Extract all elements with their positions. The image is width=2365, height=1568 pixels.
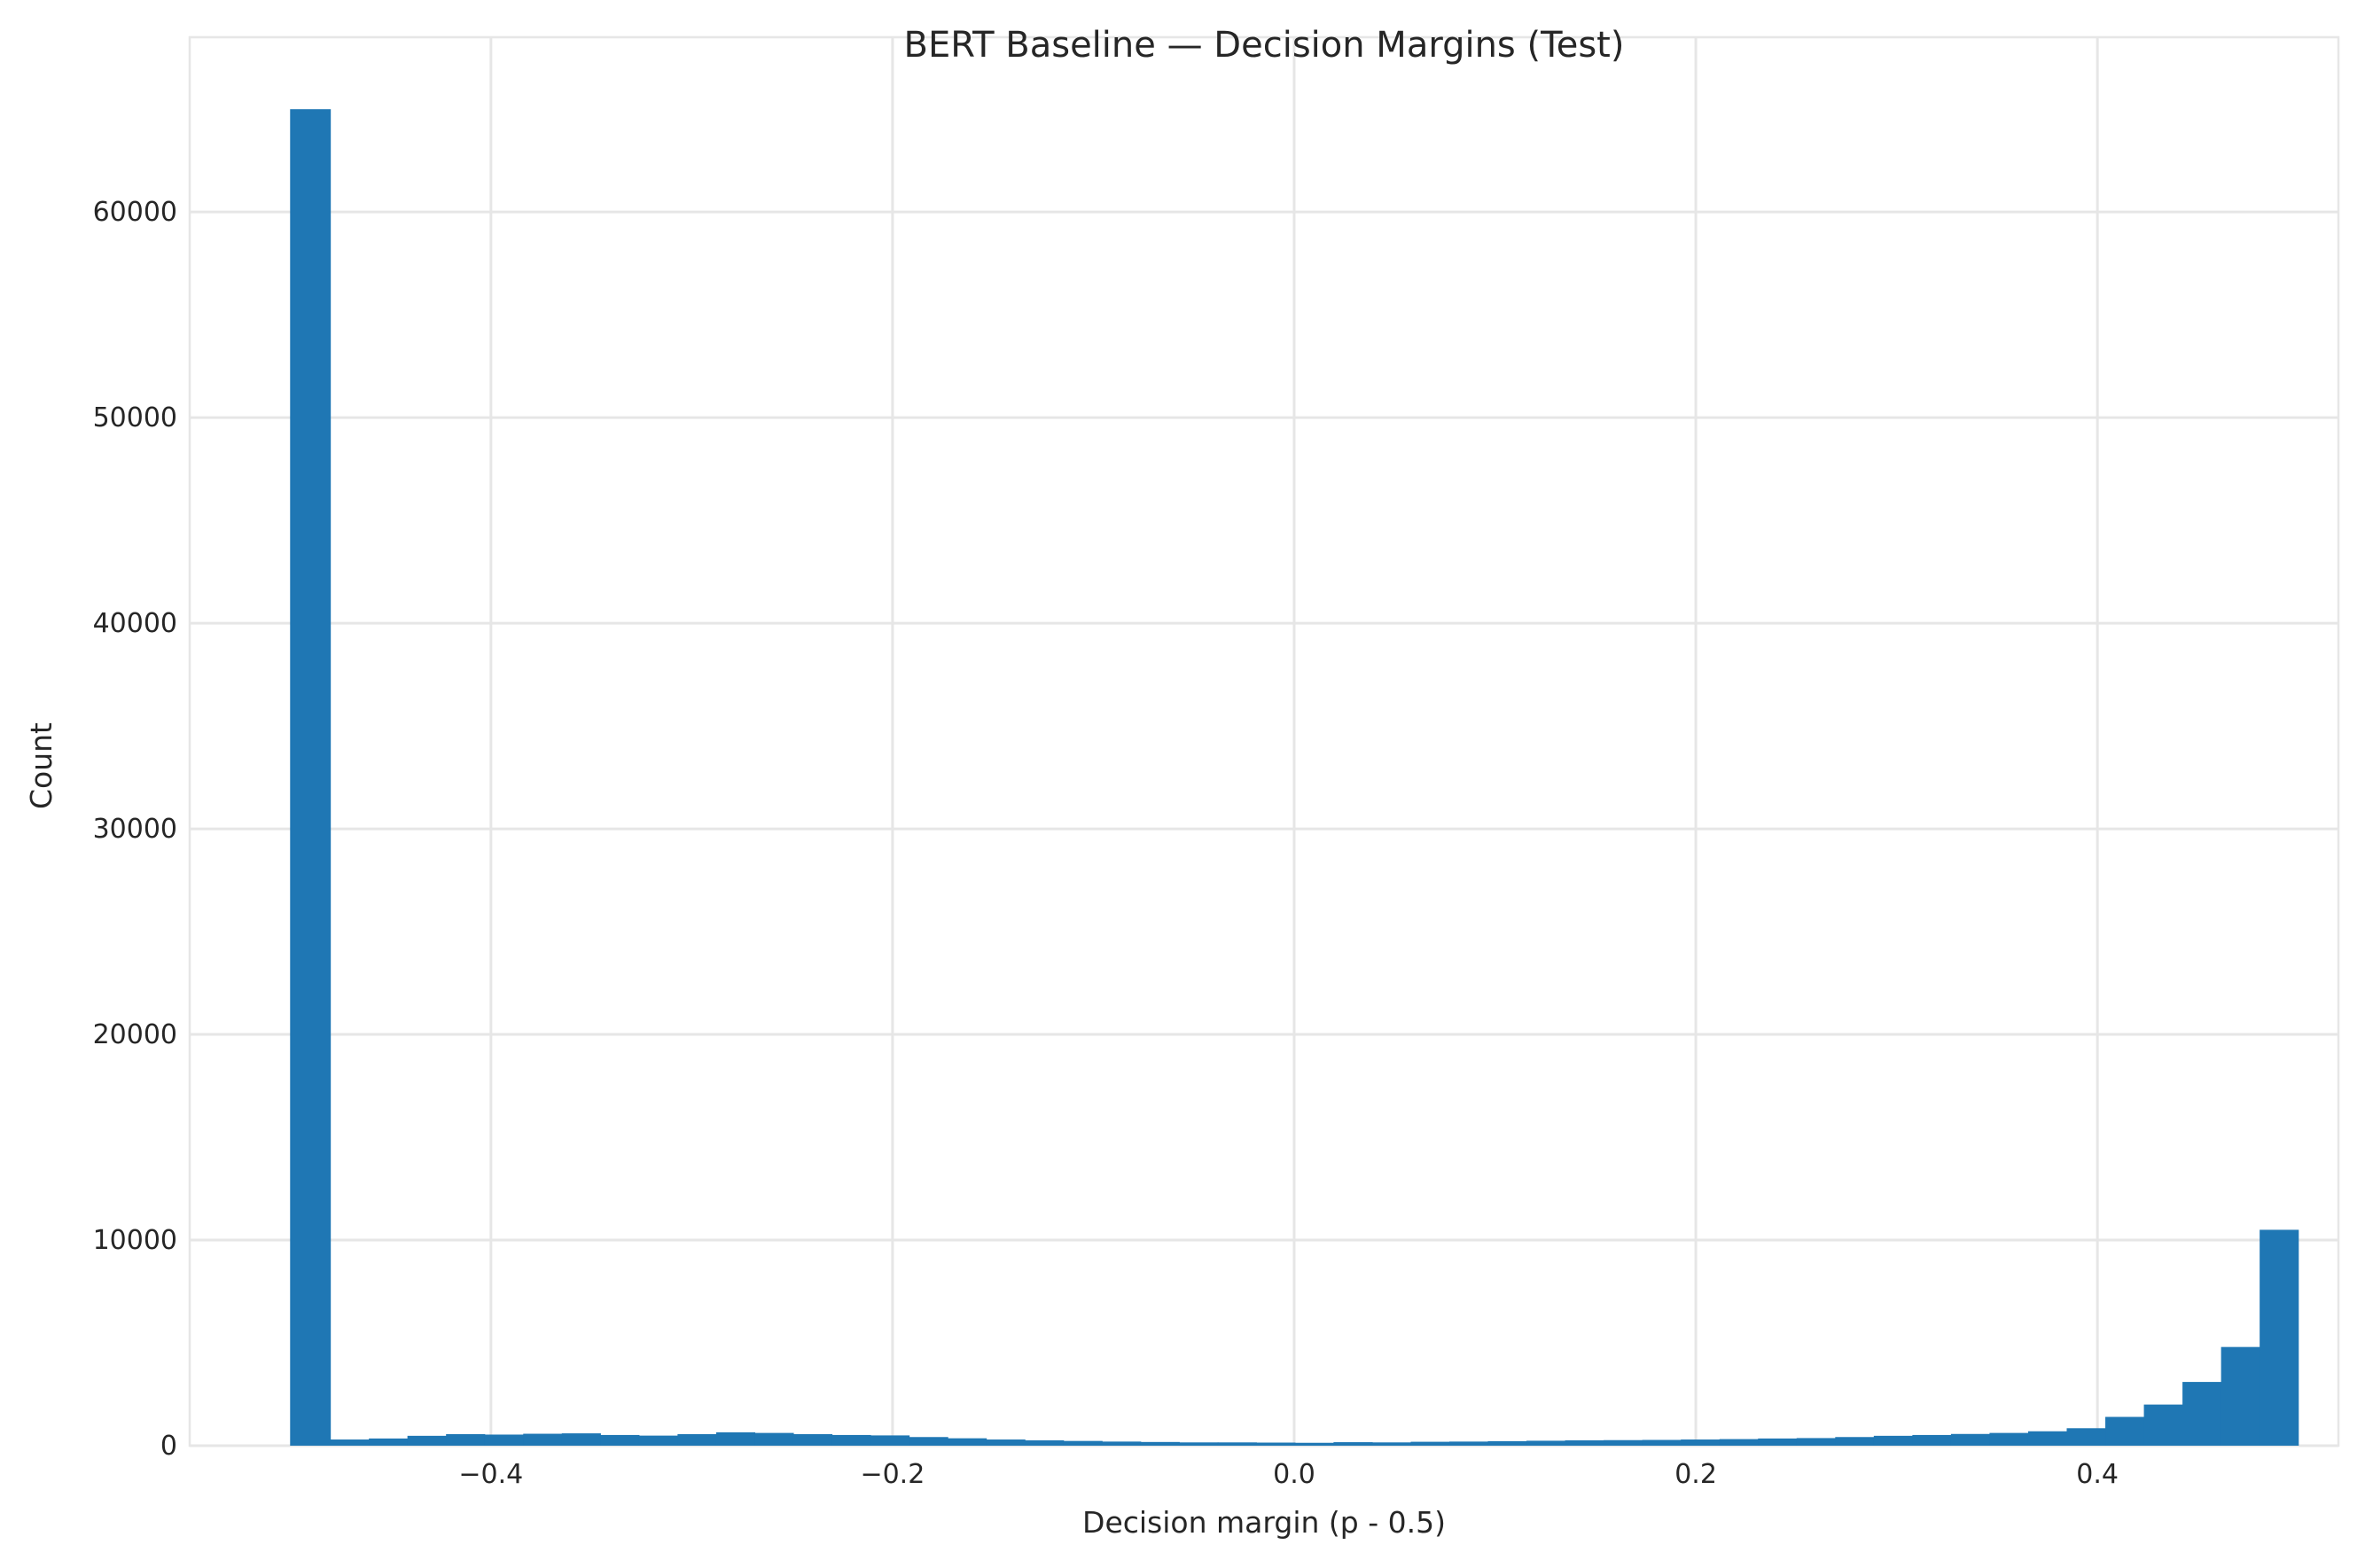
histogram-bar xyxy=(1371,1442,1412,1446)
histogram-bar xyxy=(1063,1440,1103,1446)
y-tick-label: 30000 xyxy=(93,814,177,845)
histogram-bar xyxy=(1294,1442,1335,1446)
histogram-bar xyxy=(290,109,332,1446)
histogram-bar xyxy=(2066,1428,2106,1446)
x-tick-label: 0.2 xyxy=(1674,1459,1717,1490)
histogram-bar xyxy=(1448,1441,1489,1446)
x-axis-label: Decision margin (p - 0.5) xyxy=(1082,1505,1446,1540)
histogram-bar xyxy=(1217,1442,1257,1446)
histogram-bar xyxy=(948,1438,987,1446)
histogram-bar xyxy=(484,1434,524,1446)
x-tick-label: 0.4 xyxy=(2076,1459,2119,1490)
histogram-bar xyxy=(638,1435,678,1446)
y-tick-labels: 0 10000 20000 30000 40000 50000 60000 xyxy=(93,197,177,1462)
histogram-bar xyxy=(2143,1404,2183,1446)
histogram-bar xyxy=(1835,1437,1875,1446)
histogram-bar xyxy=(1719,1439,1759,1446)
x-tick-labels: −0.4 −0.2 0.0 0.2 0.4 xyxy=(458,1459,2119,1490)
histogram-bar xyxy=(909,1437,948,1446)
histogram-bar xyxy=(1604,1439,1643,1446)
histogram-bar xyxy=(1642,1439,1682,1446)
histogram-bar xyxy=(446,1434,486,1446)
histogram-bar xyxy=(1565,1439,1604,1446)
x-tick-label: −0.2 xyxy=(860,1459,925,1490)
histogram-bar xyxy=(1140,1441,1180,1446)
histogram-bar xyxy=(1333,1442,1373,1446)
y-tick-label: 10000 xyxy=(93,1225,177,1256)
histogram-bar xyxy=(1989,1432,2029,1446)
histogram-bar xyxy=(1681,1439,1721,1446)
histogram-bar xyxy=(986,1439,1026,1446)
histogram-bars xyxy=(290,109,2299,1446)
histogram-bar xyxy=(369,1438,409,1446)
chart-title: BERT Baseline — Decision Margins (Test) xyxy=(904,25,1625,66)
histogram-bar xyxy=(2105,1416,2145,1446)
histogram-bar xyxy=(2221,1346,2260,1446)
histogram-bar xyxy=(523,1433,563,1446)
histogram-bar xyxy=(754,1432,794,1446)
histogram-bar xyxy=(1410,1441,1450,1446)
x-tick-label: −0.4 xyxy=(458,1459,523,1490)
y-tick-label: 60000 xyxy=(93,197,177,228)
histogram-bar xyxy=(407,1435,447,1446)
histogram-bar xyxy=(1179,1442,1219,1446)
histogram-bar xyxy=(330,1439,370,1446)
histogram-bar xyxy=(677,1434,717,1446)
histogram-bar xyxy=(870,1435,910,1446)
histogram-bar xyxy=(715,1431,756,1446)
y-tick-label: 0 xyxy=(160,1431,177,1462)
y-tick-label: 20000 xyxy=(93,1019,177,1050)
histogram-bar xyxy=(792,1434,833,1446)
histogram-bar xyxy=(1796,1438,1836,1446)
histogram-bar xyxy=(1102,1441,1142,1446)
histogram-bar xyxy=(2027,1431,2068,1446)
y-tick-label: 50000 xyxy=(93,402,177,433)
y-tick-label: 40000 xyxy=(93,608,177,639)
histogram-bar xyxy=(2260,1229,2299,1446)
histogram-bar xyxy=(1950,1433,1991,1446)
histogram-bar xyxy=(1758,1438,1798,1446)
histogram-bar xyxy=(1025,1439,1065,1446)
histogram-bar xyxy=(1256,1442,1296,1446)
histogram-bar xyxy=(831,1434,871,1446)
histogram-bar xyxy=(1487,1440,1527,1446)
histogram-bar xyxy=(600,1434,640,1446)
x-tick-label: 0.0 xyxy=(1273,1459,1315,1490)
y-axis-label: Count xyxy=(24,722,59,809)
histogram-bar xyxy=(1912,1434,1952,1446)
histogram-bar xyxy=(1873,1435,1913,1446)
histogram-bar xyxy=(561,1433,601,1446)
histogram-bar xyxy=(1526,1440,1566,1446)
histogram-bar xyxy=(2182,1382,2222,1446)
